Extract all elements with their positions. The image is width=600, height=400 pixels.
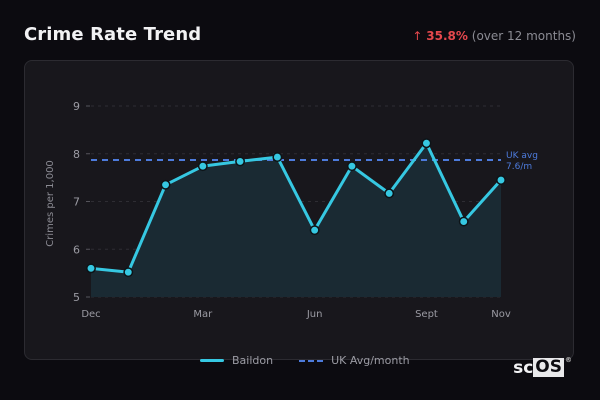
data-point[interactable] [160,179,171,190]
y-tick-label: 6 [73,243,80,256]
legend-label-uk-avg: UK Avg/month [331,354,410,367]
y-tick-label: 5 [73,291,80,304]
series-line-baildon [90,141,503,274]
scos-logo: sc OS ® [513,356,572,378]
y-tick-label: 8 [73,148,80,161]
uk-avg-annotation-line2: 7.6/m [506,162,532,172]
change-note: (over 12 months) [471,29,576,43]
page-title: Crime Rate Trend [24,24,202,45]
data-point[interactable] [346,161,357,172]
legend-item-baildon[interactable]: Baildon [200,354,273,367]
data-point[interactable] [458,216,469,227]
x-tick-label: Nov [491,309,511,320]
solid-line-swatch-icon [200,359,224,362]
data-point[interactable] [421,138,432,149]
series-area-fill [91,143,501,297]
y-tick-label: 9 [73,100,80,113]
chart-legend: Baildon UK Avg/month [200,354,410,367]
x-tick-label: Sept [415,309,438,320]
y-axis-label: Crimes per 1,000 [45,160,56,247]
data-point[interactable] [123,267,134,278]
uk-avg-annotation-line1: UK avg [506,151,538,161]
data-point[interactable] [496,175,506,185]
up-arrow-icon: ↑ [412,29,423,43]
data-point[interactable] [272,152,283,163]
data-point[interactable] [309,225,320,236]
y-tick-label: 7 [73,196,80,209]
x-tick-label: Mar [193,309,213,320]
data-point[interactable] [86,263,96,274]
dashed-line-swatch-icon [299,359,324,362]
data-point[interactable] [197,161,208,172]
legend-label-baildon: Baildon [232,354,274,367]
change-indicator: ↑ 35.8% (over 12 months) [412,29,576,43]
data-point[interactable] [235,156,246,167]
change-percent: 35.8% [426,29,468,43]
data-point[interactable] [384,188,395,199]
x-tick-label: Dec [81,309,100,320]
x-tick-label: Jun [306,309,323,320]
legend-item-uk-avg[interactable]: UK Avg/month [299,354,410,367]
